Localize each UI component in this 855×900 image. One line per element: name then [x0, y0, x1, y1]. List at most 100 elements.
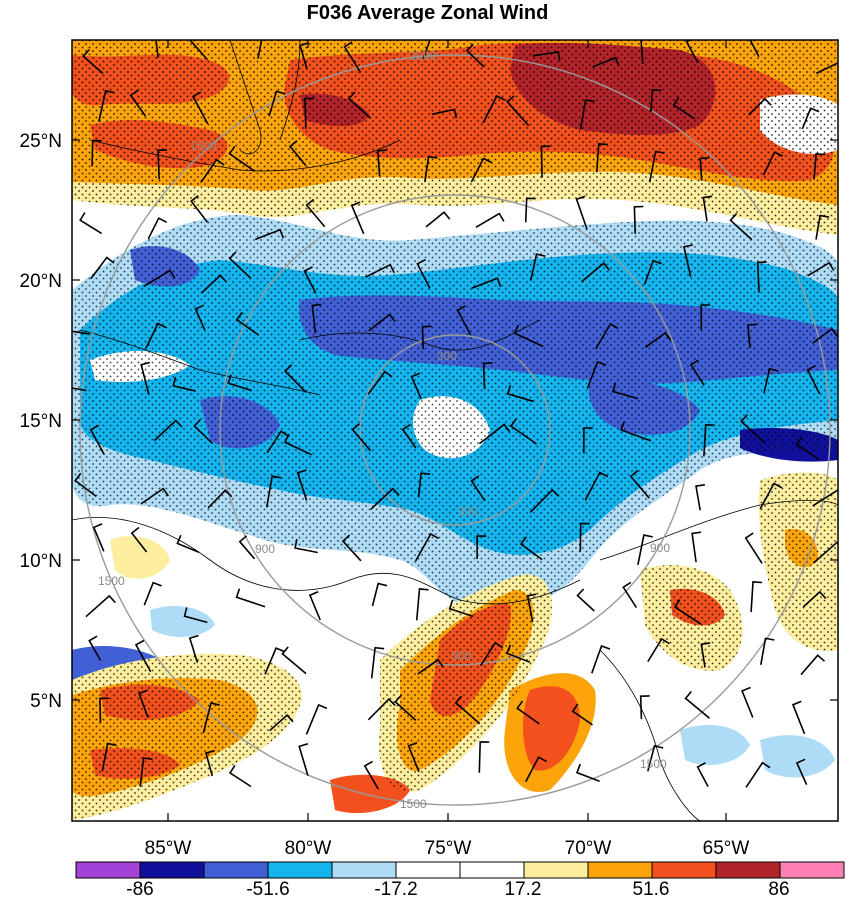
- wind-barb: [304, 97, 314, 129]
- wind-barb: [370, 487, 400, 510]
- wind-barb: [85, 594, 116, 618]
- wind-barb: [294, 538, 318, 554]
- wind-barb: [72, 330, 90, 335]
- wind-barb: [695, 483, 706, 511]
- wind-barb: [595, 143, 608, 173]
- range-rings: [79, 54, 831, 806]
- wind-barb: [157, 149, 168, 180]
- wind-barb: [744, 532, 763, 564]
- wind-barb: [228, 251, 252, 279]
- wind-barb: [815, 214, 830, 240]
- wind-barb: [145, 322, 167, 349]
- wind-barb: [281, 646, 307, 675]
- wind-barb: [699, 157, 710, 181]
- wind-barb: [476, 535, 487, 559]
- wind-barb: [579, 99, 595, 130]
- wind-barb: [506, 95, 530, 127]
- wind-barb: [800, 654, 826, 676]
- wind-barb: [92, 523, 105, 552]
- wind-barb: [749, 40, 760, 57]
- wind-barb: [584, 471, 609, 501]
- wind-barb: [201, 274, 228, 294]
- wind-barb: [371, 582, 388, 607]
- wind-barb: [416, 258, 431, 289]
- colorbar-swatch: [459, 861, 525, 879]
- wind-barb: [343, 41, 362, 73]
- colorbar-label: 17.2: [505, 879, 542, 900]
- wind-barb: [365, 263, 395, 278]
- colorbar-swatch: [587, 861, 653, 879]
- lon-tick-label: 75°W: [425, 838, 472, 859]
- lat-axis: [72, 139, 838, 701]
- wind-barb: [465, 43, 485, 68]
- wind-barb: [583, 427, 593, 454]
- wind-barb: [341, 534, 362, 562]
- chart-title: F036 Average Zonal Wind: [306, 2, 549, 24]
- wind-barb: [815, 61, 838, 75]
- wind-barb: [745, 761, 771, 788]
- wind-barb: [143, 581, 162, 606]
- wind-barb: [425, 211, 451, 228]
- wind-barb: [431, 108, 458, 119]
- wind-barb: [367, 370, 393, 395]
- wind-barb: [265, 475, 282, 508]
- wind-barb: [575, 195, 588, 230]
- wind-barb: [505, 644, 531, 663]
- wind-barb: [756, 261, 767, 293]
- colorbar-label: -17.2: [374, 879, 417, 900]
- wind-barb: [650, 89, 662, 112]
- wind-barb: [147, 217, 168, 240]
- wind-barb: [812, 327, 838, 344]
- wind-barb: [228, 764, 252, 788]
- wind-barb: [700, 642, 711, 668]
- wind-barb: [813, 152, 826, 180]
- wind-barb: [586, 360, 607, 389]
- wind-barb: [268, 90, 286, 117]
- colorbar-swatch: [523, 861, 589, 879]
- colorbar-swatch: [779, 861, 845, 879]
- wind-barb: [91, 139, 102, 167]
- wind-barb: [347, 91, 372, 119]
- wind-barb: [298, 743, 309, 776]
- wind-barb: [193, 418, 214, 445]
- wind-barb: [759, 482, 783, 510]
- wind-barb: [82, 48, 104, 75]
- wind-barb: [524, 197, 536, 223]
- wind-barb: [138, 689, 149, 718]
- wind-barb: [414, 532, 439, 562]
- wind-barb: [255, 228, 285, 241]
- wind-barb: [176, 534, 200, 554]
- wind-barb: [529, 253, 546, 281]
- wind-barb: [673, 599, 702, 625]
- colorbar-swatch: [651, 861, 717, 879]
- lat-tick-label: 5°N: [30, 691, 62, 712]
- colorbar-swatch: [331, 861, 397, 879]
- wind-barb: [470, 475, 486, 502]
- colorbar-swatch: [267, 861, 333, 879]
- wind-barb: [188, 634, 199, 663]
- wind-barb: [802, 590, 827, 608]
- ring-label: 1500: [190, 139, 217, 153]
- wind-barb: [762, 151, 783, 176]
- wind-barb: [283, 433, 313, 456]
- wind-barb: [311, 303, 322, 334]
- wind-barb: [795, 758, 808, 786]
- ring-label: 900: [650, 541, 670, 555]
- wind-barb: [153, 419, 183, 442]
- wind-barb: [143, 269, 176, 288]
- colorbar-label: 86: [768, 879, 789, 900]
- wind-barb: [303, 266, 317, 294]
- wind-barb: [575, 763, 600, 782]
- wind-barb: [448, 599, 474, 618]
- wind-barb: [99, 697, 109, 723]
- ring-label: 300: [437, 349, 457, 363]
- wind-barbs: [72, 40, 838, 790]
- wind-barb: [299, 42, 309, 70]
- wind-barb: [296, 469, 308, 501]
- colorbar-swatch: [75, 861, 141, 879]
- wind-barb: [529, 488, 560, 514]
- lon-axis: [167, 40, 727, 821]
- wind-barb: [622, 581, 638, 609]
- colorbar-swatch: [395, 861, 461, 879]
- wind-barb: [509, 418, 537, 445]
